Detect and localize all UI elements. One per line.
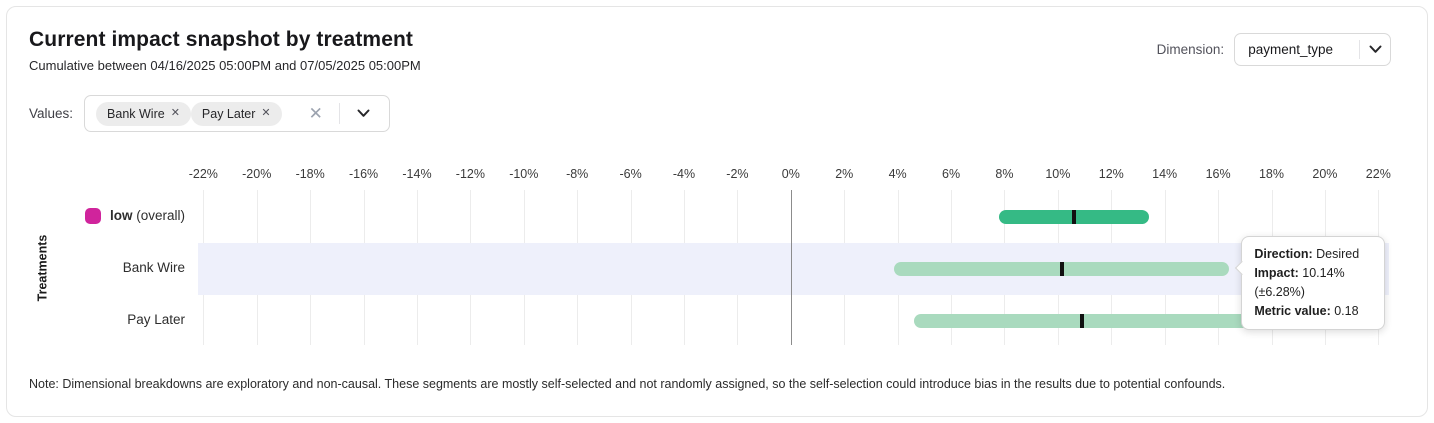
- y-axis-title: Treatments: [35, 234, 50, 301]
- x-axis-tick-label: 12%: [1098, 167, 1124, 181]
- legend-swatch: [84, 207, 101, 224]
- row-label: Bank Wire: [55, 242, 185, 294]
- dimension-selected-value: payment_type: [1248, 42, 1333, 57]
- x-axis-tick-label: -4%: [672, 167, 696, 181]
- value-chip: Bank Wire ✕: [96, 101, 191, 126]
- chevron-down-icon[interactable]: [349, 109, 379, 118]
- divider: [338, 103, 340, 124]
- page-title: Current impact snapshot by treatment: [29, 28, 413, 51]
- x-axis: -22% -20% -18% -16% -14% -12% -10% -8% -6% -4% -2%…: [189, 156, 1391, 190]
- x-axis-tick-label: -12%: [455, 167, 485, 181]
- row-labels-column: low (overall) Bank Wire Pay Later: [55, 156, 185, 345]
- x-axis-tick-label: 20%: [1312, 167, 1338, 181]
- row-label-suffix: (overall): [132, 208, 185, 224]
- row-label: Pay Later: [55, 293, 185, 345]
- x-axis-tick-label: 0%: [781, 167, 800, 181]
- tooltip-impact-line: Impact: 10.14% (±6.28%): [1254, 266, 1345, 299]
- tooltip-direction-line: Direction: Desired: [1254, 247, 1360, 261]
- values-multiselect[interactable]: Bank Wire ✕ Pay Later ✕ ✕: [84, 95, 390, 132]
- x-axis-tick-label: -2%: [726, 167, 749, 181]
- row-label-text: Bank Wire: [122, 259, 185, 275]
- values-filter-row: Values: Bank Wire ✕ Pay Later ✕ ✕: [29, 95, 1405, 132]
- value-chip-label: Bank Wire: [107, 106, 165, 121]
- x-axis-tick-label: -20%: [242, 167, 272, 181]
- chips-container: Bank Wire ✕ Pay Later ✕: [96, 101, 282, 126]
- row-label: low (overall): [55, 190, 185, 242]
- row-label-text: low: [109, 208, 133, 224]
- chart-row: [198, 243, 1389, 295]
- x-axis-tick-label: -6%: [619, 167, 642, 181]
- x-axis-tick-label: -8%: [566, 167, 589, 181]
- zero-line: [790, 190, 793, 345]
- value-chip-label: Pay Later: [201, 106, 256, 121]
- x-axis-tick-label: -10%: [509, 167, 539, 181]
- plot-column: -22% -20% -18% -16% -14% -12% -10% -8% -6% -4% -2%…: [185, 156, 1391, 345]
- dimension-select[interactable]: payment_type: [1234, 33, 1391, 66]
- x-axis-tick-label: 4%: [888, 167, 907, 181]
- impact-midpoint-tick: [1071, 210, 1076, 225]
- x-axis-tick-label: -16%: [348, 167, 379, 181]
- x-axis-tick-label: -22%: [188, 167, 218, 181]
- title-block: Current impact snapshot by treatment Cum…: [29, 27, 421, 74]
- chart-row: [198, 192, 1389, 244]
- divider: [1359, 40, 1360, 59]
- x-axis-tick-label: 14%: [1152, 167, 1178, 181]
- dimension-control: Dimension: payment_type: [1157, 33, 1391, 66]
- x-axis-tick-label: 2%: [835, 167, 854, 181]
- x-axis-tick-label: 6%: [942, 167, 961, 181]
- x-axis-tick-label: 8%: [995, 167, 1014, 181]
- clear-all-icon[interactable]: ✕: [308, 104, 323, 123]
- value-chip: Pay Later ✕: [190, 101, 282, 126]
- impact-midpoint-tick: [1079, 313, 1084, 328]
- x-axis-tick-label: 18%: [1258, 167, 1285, 181]
- x-axis-tick-label: 10%: [1045, 167, 1071, 181]
- row-label-text: Pay Later: [127, 311, 185, 327]
- impact-chart: Treatments low (overall) Bank Wire Pay Lat…: [29, 156, 1391, 345]
- disclaimer-note: Note: Dimensional breakdowns are explora…: [29, 377, 1226, 391]
- x-axis-tick-label: 16%: [1205, 167, 1231, 181]
- x-axis-tick-label: 22%: [1365, 167, 1391, 181]
- x-axis-tick-label: -14%: [402, 167, 432, 181]
- date-range-subtitle: Cumulative between 04/16/2025 05:00PM an…: [29, 58, 421, 73]
- y-axis-title-column: Treatments: [29, 156, 55, 345]
- tooltip: Direction: Desired Impact: 10.14% (±6.28…: [1241, 236, 1386, 330]
- dimension-label: Dimension:: [1156, 42, 1225, 57]
- x-axis-tick-label: -18%: [295, 167, 325, 181]
- chart-row: [198, 295, 1389, 347]
- x-icon[interactable]: ✕: [261, 107, 271, 119]
- card-header: Current impact snapshot by treatment Cum…: [7, 7, 1427, 74]
- plot-area: Direction: Desired Impact: 10.14% (±6.28…: [198, 190, 1389, 345]
- values-label: Values:: [29, 106, 74, 121]
- x-icon[interactable]: ✕: [170, 107, 180, 119]
- impact-snapshot-card: Current impact snapshot by treatment Cum…: [6, 6, 1428, 417]
- tooltip-metric-line: Metric value: 0.18: [1254, 304, 1359, 318]
- impact-midpoint-tick: [1059, 261, 1064, 276]
- chevron-down-icon[interactable]: [1360, 45, 1390, 54]
